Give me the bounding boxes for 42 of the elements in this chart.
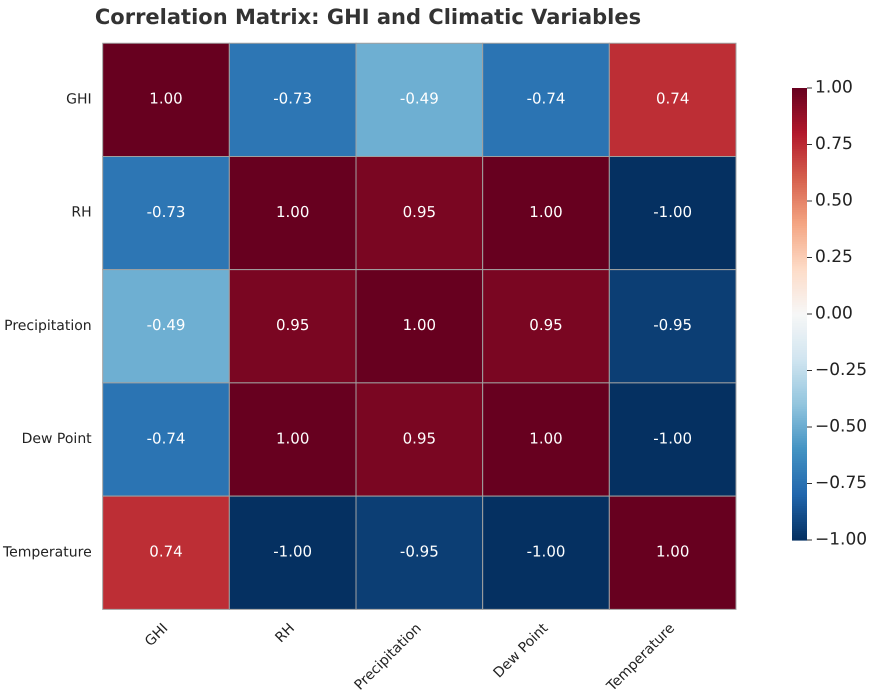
data-label: -1.00 xyxy=(273,542,312,561)
data-label: 1.00 xyxy=(276,202,310,221)
y-tick-label: RH xyxy=(71,204,92,221)
color-bar-label: 0.25 xyxy=(815,246,853,267)
data-label: 0.95 xyxy=(529,316,563,334)
data-label: -0.74 xyxy=(146,429,186,448)
data-label: -1.00 xyxy=(653,429,692,448)
data-label: 1.00 xyxy=(656,542,690,561)
data-label: 0.74 xyxy=(149,542,183,561)
data-label: -1.00 xyxy=(526,542,566,561)
data-label: 1.00 xyxy=(402,316,436,334)
x-tick-label: RH xyxy=(272,620,298,646)
data-label: -0.74 xyxy=(526,90,566,108)
data-label: 0.95 xyxy=(276,316,310,334)
color-bar-label: −1.00 xyxy=(815,529,868,550)
data-label: 0.95 xyxy=(402,429,436,448)
data-label: 1.00 xyxy=(529,429,563,448)
y-tick-label: Dew Point xyxy=(22,431,92,448)
color-bar-label: 0.50 xyxy=(815,190,853,210)
chart-title: Correlation Matrix: GHI and Climatic Variables xyxy=(94,5,642,30)
y-tick-label: Precipitation xyxy=(4,318,92,334)
color-bar-label: −0.25 xyxy=(815,360,868,380)
color-bar-label: 0.75 xyxy=(815,134,853,154)
data-label: 0.74 xyxy=(656,90,690,108)
color-bar-label: 1.00 xyxy=(815,77,853,98)
data-label: -0.49 xyxy=(400,90,439,108)
data-label: -0.73 xyxy=(273,90,312,108)
color-bar-label: 0.00 xyxy=(815,303,853,324)
data-label: -0.95 xyxy=(400,542,439,561)
data-label: -0.95 xyxy=(653,316,692,334)
color-bar-label: −0.75 xyxy=(815,472,868,493)
data-label: -0.73 xyxy=(146,202,186,221)
y-tick-label: Temperature xyxy=(2,544,92,560)
data-label: -1.00 xyxy=(653,202,692,221)
data-label: 0.95 xyxy=(402,202,436,221)
data-label: 1.00 xyxy=(529,202,563,221)
color-bar-label: −0.50 xyxy=(815,416,868,436)
data-label: 1.00 xyxy=(276,429,310,448)
data-label: -0.49 xyxy=(146,316,186,334)
x-tick-label: GHI xyxy=(142,620,172,650)
y-tick-label: GHI xyxy=(66,91,92,108)
data-label: 1.00 xyxy=(149,90,183,108)
